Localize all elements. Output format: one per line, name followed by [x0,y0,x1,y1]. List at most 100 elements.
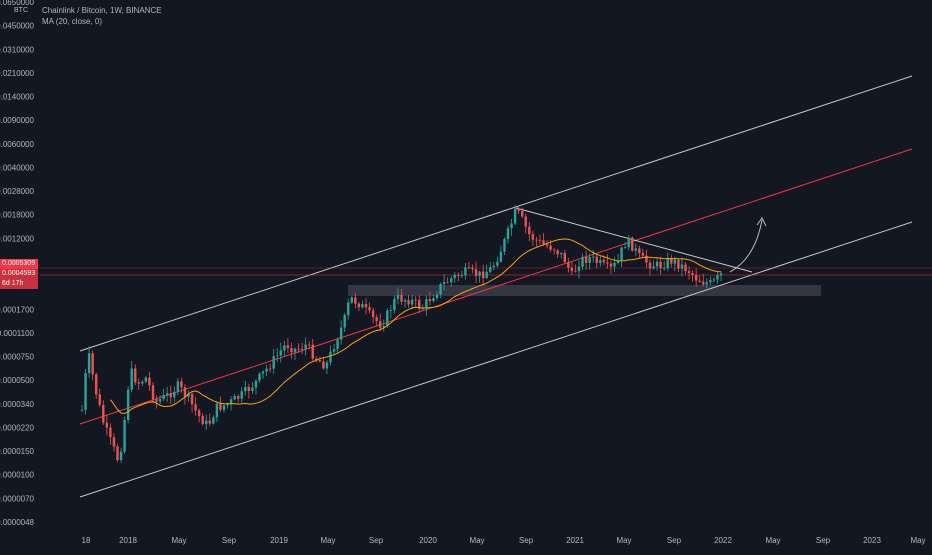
candle-body [237,396,240,399]
candle-body [698,280,701,282]
lower-channel-line[interactable] [79,221,913,498]
candle-body [552,249,556,251]
candle-body [396,294,400,299]
candle-body [506,228,510,240]
candle-body [592,256,595,258]
upper-channel-line[interactable] [79,75,913,352]
candle-body [102,404,105,423]
candle-body [322,361,325,369]
y-tick-label: 0.0000048 [0,518,35,527]
candle-body [460,275,464,277]
candle-body [648,262,652,269]
candle-body [513,208,517,224]
candle-body [311,344,314,359]
candle-body [538,239,542,241]
candle-body [613,262,616,267]
candle-body [666,258,669,269]
candle-body [446,281,449,283]
candle-body [588,257,591,263]
candle-body [155,399,158,402]
candle-body [535,239,538,241]
candle-body [325,362,329,369]
y-tick-label: 0.0000150 [0,447,35,456]
candle-body [563,253,566,263]
symbol-title[interactable]: Chainlink / Bitcoin, 1W, BINANCE [42,6,162,15]
x-tick-label: 2022 [714,536,732,545]
candle-body [84,373,87,410]
currency-label: BTC [14,7,28,14]
candle-body [570,267,574,271]
candle-body [354,297,357,304]
y-tick-label: 0.0650000 [0,0,35,7]
x-tick-label: 2019 [270,536,288,545]
candle-body [364,304,368,308]
candle-body [116,446,119,461]
last-price-tag: 0.0005309 [0,259,38,269]
candle-body [91,353,94,375]
candle-body [499,251,503,262]
candle-body [315,358,318,361]
candle-body [208,420,211,424]
candle-body [712,279,716,281]
candle-body [457,274,460,276]
candle-body [709,280,712,283]
candle-body [638,248,641,254]
candle-body [304,344,307,350]
candle-body [670,258,673,264]
current-price-tag: 0.0004593 [0,269,38,279]
support-zone [348,285,821,296]
candle-body [556,250,559,255]
candle-body [187,393,190,397]
candle-body [474,269,478,276]
candle-body [137,382,140,384]
y-tick-label: 0.0000100 [0,471,35,480]
candle-body [414,299,417,301]
candle-body [673,259,677,264]
candle-body [528,226,531,235]
candle-body [620,247,623,261]
candle-body [357,303,361,308]
candle-body [279,350,282,356]
candle-body [222,405,226,410]
projection-arrow[interactable] [729,219,763,273]
candle-body [542,240,545,245]
x-tick-label: May [469,536,484,545]
candle-body [467,267,471,269]
candle-body [496,261,499,266]
ma-line[interactable] [109,238,722,415]
candle-body [80,409,84,411]
candle-body [599,260,602,263]
candle-body [442,281,446,285]
candle-body [691,273,694,276]
mid-channel-line[interactable] [79,148,913,425]
candle-body [244,387,247,392]
countdown-tag: 6d 17h [0,279,38,289]
candle-body [634,248,637,251]
candle-body [290,348,293,353]
y-tick-label: 0.0310000 [0,45,35,54]
descending-trendline[interactable] [515,207,753,273]
candle-body [389,310,393,311]
candle-body [595,256,598,263]
candle-body [655,261,659,267]
y-tick-label: 0.0140000 [0,93,35,102]
candle-body [272,356,275,369]
candle-body [226,404,229,406]
candle-body [144,377,148,382]
candle-body [687,271,691,274]
candle-body [109,427,112,438]
candle-body [574,270,577,272]
candle-body [151,385,155,400]
x-tick-label: May [171,536,186,545]
candle-body [308,344,311,346]
candle-body [485,271,488,279]
x-tick-label: Sep [519,536,534,545]
candle-body [134,368,137,383]
candle-body [524,216,527,227]
x-tick-label: 18 [82,536,91,545]
ma-indicator-label[interactable]: MA (20, close, 0) [42,17,103,26]
candle-body [705,282,708,285]
y-tick-label: 0.0090000 [0,116,35,125]
